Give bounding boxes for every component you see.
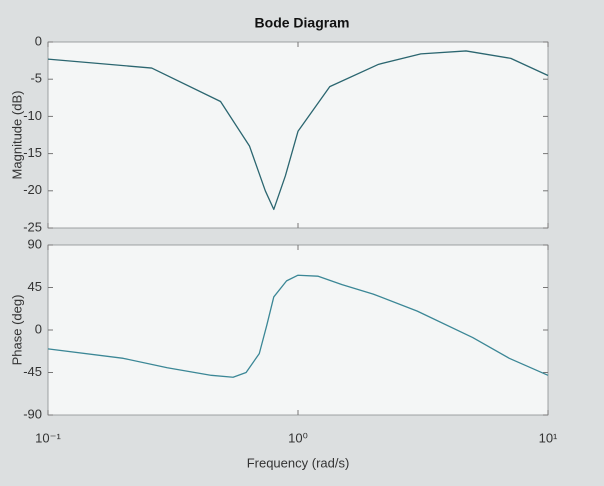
x-axis-label: Frequency (rad/s) [247,455,350,470]
y-tick-label: -90 [23,406,42,421]
x-tick-label: 10⁻¹ [35,430,61,445]
y-tick-label: 0 [35,321,42,336]
y-tick-label: -10 [23,108,42,123]
y-tick-label: -25 [23,219,42,234]
data-line [47,274,549,378]
y-tick-label: 90 [28,236,42,251]
x-tick-label: 10⁰ [288,430,308,445]
y-tick-label: -15 [23,145,42,160]
data-line [47,50,549,211]
y-tick-label: -20 [23,182,42,197]
plot-area [47,41,549,229]
y-tick-label: -45 [23,364,42,379]
y-tick-label: 45 [28,279,42,294]
y-tick-label: 0 [35,33,42,48]
x-tick-label: 10¹ [539,430,558,445]
plot-area [47,244,549,416]
y-axis-label: Magnitude (dB) [9,91,24,180]
chart-title: Bode Diagram [255,15,350,31]
y-tick-label: -5 [30,71,42,86]
y-axis-label: Phase (deg) [9,295,24,366]
